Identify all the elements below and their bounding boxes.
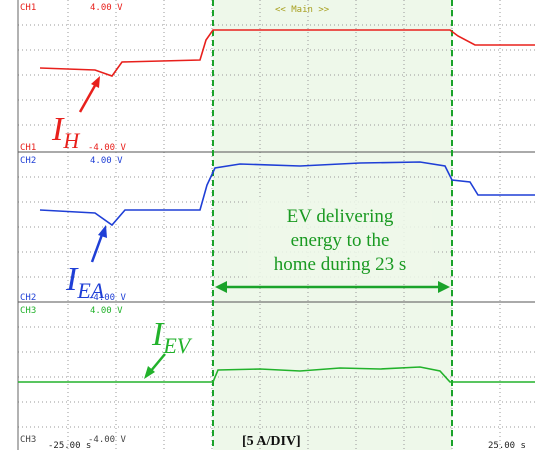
annotation-line: EV delivering: [287, 206, 394, 227]
channel-top: 4.00 V: [90, 156, 123, 166]
channel-top: 4.00 V: [90, 306, 123, 316]
label-ih: IH: [51, 111, 80, 153]
arrowhead: [91, 76, 100, 88]
channel-bottom: -4.00 V: [88, 143, 127, 153]
channel-name: CH1: [20, 3, 36, 13]
label-sub: H: [62, 128, 80, 153]
channel-name: CH2: [20, 156, 36, 166]
header: << Main >>: [275, 5, 330, 15]
arrowhead: [144, 366, 155, 379]
label-sub: EV: [162, 333, 192, 358]
trace-ch3: [18, 366, 535, 383]
arrow: [78, 81, 99, 113]
annotation-line: home during 23 s: [274, 254, 406, 275]
channel-bottom: -4.00 V: [88, 435, 127, 445]
label-iea: IEA: [65, 261, 105, 303]
label-main: I: [65, 261, 79, 298]
channel-name: CH3: [20, 435, 36, 445]
arrowhead: [215, 281, 227, 293]
label-main: I: [151, 316, 165, 353]
arrow: [90, 231, 105, 263]
channel-name: CH3: [20, 306, 36, 316]
channel-name: CH1: [20, 143, 36, 153]
channel-top: 4.00 V: [90, 3, 123, 13]
annotation-box: [248, 200, 432, 282]
label-main: I: [51, 111, 65, 148]
channel-bottom: -4.00 V: [88, 293, 127, 303]
annotation-line: energy to the: [291, 230, 390, 251]
arrowhead: [98, 225, 107, 238]
trace-ch2: [39, 161, 535, 227]
time-left: -25.00 s: [48, 441, 91, 451]
scale-note: [5 A/DIV]: [242, 434, 301, 449]
label-sub: EA: [76, 278, 104, 303]
trace-ch1: [39, 29, 535, 77]
label-iev: IEV: [151, 316, 193, 358]
arrow: [149, 353, 166, 373]
arrowhead: [438, 281, 450, 293]
channel-name: CH2: [20, 293, 36, 303]
time-right: 25.00 s: [488, 441, 526, 451]
